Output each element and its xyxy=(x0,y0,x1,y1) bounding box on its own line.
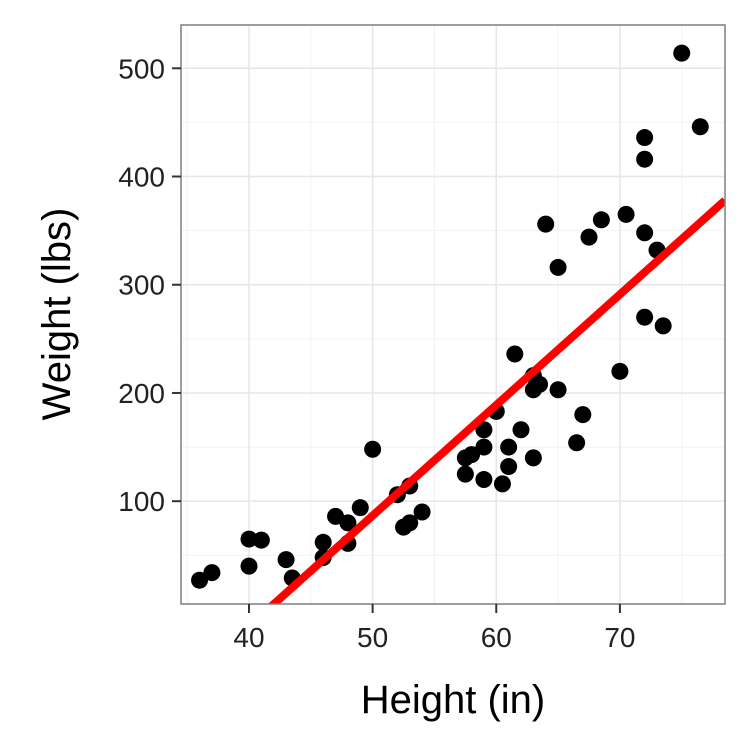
data-point xyxy=(475,438,493,456)
y-tick-label: 200 xyxy=(118,378,165,409)
data-point xyxy=(580,228,598,246)
fit-line-group xyxy=(267,197,725,604)
data-point xyxy=(413,503,431,521)
data-point xyxy=(636,150,654,168)
data-point xyxy=(351,499,369,517)
data-point xyxy=(691,118,709,136)
data-point xyxy=(191,571,209,589)
plot-panel xyxy=(181,25,725,604)
data-point xyxy=(493,475,511,493)
minor-gridlines xyxy=(181,25,725,604)
data-point xyxy=(506,345,524,363)
x-axis-ticks: 40 50 60 70 xyxy=(233,604,635,653)
data-point xyxy=(636,308,654,326)
data-point xyxy=(277,551,295,569)
x-tick-label: 60 xyxy=(481,622,512,653)
data-point xyxy=(475,421,493,439)
y-tick-label: 300 xyxy=(118,270,165,301)
x-tick-label: 40 xyxy=(233,622,264,653)
regression-line xyxy=(267,197,725,604)
data-point xyxy=(240,530,258,548)
x-tick-label: 70 xyxy=(604,622,635,653)
data-point xyxy=(636,129,654,147)
data-point xyxy=(463,446,481,464)
data-point xyxy=(456,465,474,483)
data-point xyxy=(401,514,419,532)
data-point xyxy=(531,375,549,393)
data-point xyxy=(568,434,586,452)
data-point xyxy=(549,258,567,276)
x-tick-label: 50 xyxy=(357,622,388,653)
y-axis-ticks: 100 200 300 400 500 xyxy=(118,53,181,517)
data-point xyxy=(524,449,542,467)
y-tick-label: 400 xyxy=(118,162,165,193)
plot-border xyxy=(180,24,726,605)
y-axis-title: Weight (lbs) xyxy=(35,208,79,421)
data-point xyxy=(611,362,629,380)
data-point xyxy=(512,421,530,439)
data-point xyxy=(574,406,592,424)
data-point xyxy=(203,564,221,582)
data-point xyxy=(592,211,610,229)
data-point xyxy=(240,557,258,575)
data-point xyxy=(549,381,567,399)
data-point xyxy=(636,224,654,242)
data-point xyxy=(500,458,518,476)
data-point xyxy=(252,531,270,549)
data-points xyxy=(191,44,709,589)
data-point xyxy=(537,215,555,233)
x-axis-title: Height (in) xyxy=(361,678,546,722)
data-point xyxy=(654,317,672,335)
y-tick-label: 500 xyxy=(118,53,165,84)
data-point xyxy=(475,471,493,489)
data-point xyxy=(500,438,518,456)
data-point xyxy=(364,440,382,458)
data-point xyxy=(673,44,691,62)
data-point xyxy=(617,205,635,223)
data-point xyxy=(314,533,332,551)
y-tick-label: 100 xyxy=(118,486,165,517)
major-gridlines xyxy=(181,25,725,604)
data-point xyxy=(339,514,357,532)
